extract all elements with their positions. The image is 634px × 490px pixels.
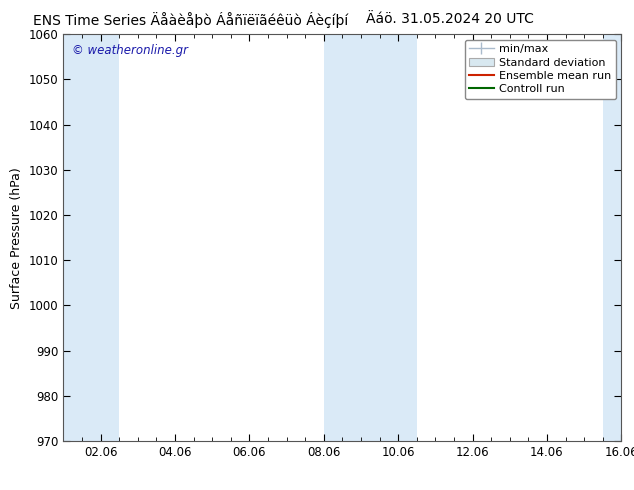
Y-axis label: Surface Pressure (hPa): Surface Pressure (hPa) — [10, 167, 23, 309]
Bar — [603, 34, 621, 441]
Text: © weatheronline.gr: © weatheronline.gr — [72, 45, 188, 57]
Text: Äáö. 31.05.2024 20 UTC: Äáö. 31.05.2024 20 UTC — [366, 12, 534, 26]
Bar — [63, 34, 119, 441]
Text: ENS Time Series Äåàèåþò Áåñïëïãéêüò Áèçíþí: ENS Time Series Äåàèåþò Áåñïëïãéêüò Áèçí… — [32, 12, 348, 28]
Bar — [324, 34, 417, 441]
Legend: min/max, Standard deviation, Ensemble mean run, Controll run: min/max, Standard deviation, Ensemble me… — [465, 40, 616, 99]
